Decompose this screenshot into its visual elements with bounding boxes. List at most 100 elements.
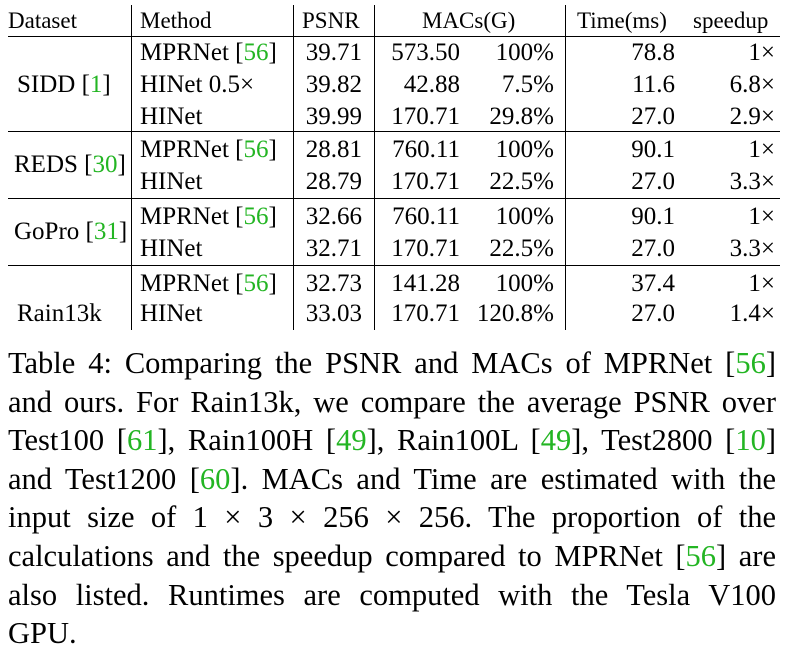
macs-cell: 141.28: [391, 270, 460, 297]
header-psnr: PSNR: [302, 8, 360, 33]
psnr-cell: 39.71: [305, 39, 362, 66]
psnr-cell: 32.73: [305, 270, 362, 297]
method-cell: HINet: [140, 168, 203, 195]
caption-text: GPU.: [8, 616, 77, 651]
macs-cell: 760.11: [392, 203, 460, 230]
citation-link[interactable]: 61: [126, 423, 158, 458]
speedup-cell: 1×: [748, 136, 775, 163]
method-cell: HINet: [140, 300, 203, 327]
dataset-cell: REDS [30]: [14, 151, 126, 178]
method-cell: HINet 0.5×: [140, 71, 255, 98]
citation-link[interactable]: 56: [243, 136, 269, 163]
header-dataset: Dataset: [8, 8, 77, 33]
macs-cell: 170.71: [391, 300, 460, 327]
time-cell: 27.0: [631, 168, 675, 195]
citation-link[interactable]: 56: [685, 538, 717, 573]
header-speedup: speedup: [693, 8, 769, 33]
rule-vertical-method: [293, 5, 294, 330]
caption-line: GPU.: [8, 614, 776, 653]
speedup-cell: 1.4×: [729, 300, 775, 327]
caption-line: calculations and the speedup compared to…: [8, 537, 776, 576]
psnr-cell: 32.66: [305, 203, 362, 230]
rule-group-3: [8, 265, 780, 266]
rule-vertical-dataset: [131, 5, 132, 330]
speedup-cell: 3.3×: [729, 168, 775, 195]
caption-text: ], Rain100L [: [366, 423, 541, 458]
citation-link[interactable]: 1: [89, 71, 103, 98]
time-cell: 90.1: [631, 136, 675, 163]
caption-text: also listed. Runtimes are computed with …: [8, 577, 776, 612]
macs-cell: 170.71: [391, 168, 460, 195]
macs-percent-cell: 22.5%: [489, 235, 554, 262]
caption-text: ], Test2800 [: [571, 423, 736, 458]
citation-link[interactable]: 10: [735, 423, 766, 458]
macs-cell: 170.71: [391, 103, 460, 130]
method-cell: MPRNet [56]: [140, 39, 277, 66]
citation-link[interactable]: 31: [93, 218, 119, 245]
time-cell: 90.1: [631, 203, 675, 230]
citation-link[interactable]: 49: [540, 423, 572, 458]
time-cell: 27.0: [631, 103, 675, 130]
psnr-cell: 32.71: [305, 235, 362, 262]
psnr-cell: 39.82: [305, 71, 362, 98]
macs-cell: 42.88: [403, 71, 460, 98]
caption-text: ]. MACs and Time are estimated with the: [230, 461, 776, 496]
psnr-cell: 39.99: [305, 103, 362, 130]
caption-text: ]: [765, 423, 776, 458]
speedup-cell: 3.3×: [729, 235, 775, 262]
table-caption: Table 4: Comparing the PSNR and MACs of …: [8, 344, 776, 653]
caption-text: input size of 1 × 3 × 256 × 256. The pro…: [8, 500, 776, 535]
citation-link[interactable]: 56: [243, 203, 269, 230]
time-cell: 11.6: [632, 71, 675, 98]
macs-percent-cell: 100%: [495, 203, 554, 230]
caption-line: Table 4: Comparing the PSNR and MACs of …: [8, 344, 776, 383]
psnr-cell: 28.79: [305, 168, 362, 195]
method-cell: MPRNet [56]: [140, 136, 277, 163]
time-cell: 78.8: [631, 39, 675, 66]
caption-text: calculations and the speedup compared to…: [8, 538, 686, 573]
header-method: Method: [140, 8, 212, 33]
macs-percent-cell: 7.5%: [501, 71, 554, 98]
method-cell: MPRNet [56]: [140, 270, 277, 297]
psnr-cell: 28.81: [305, 136, 362, 163]
caption-line: also listed. Runtimes are computed with …: [8, 576, 776, 615]
macs-cell: 573.50: [391, 39, 460, 66]
caption-text: Table 4: Comparing the PSNR and MACs of …: [8, 346, 736, 380]
caption-text: and Test1200 [: [8, 461, 200, 496]
speedup-cell: 1×: [748, 39, 775, 66]
rule-vertical-macs: [565, 5, 566, 330]
caption-line: input size of 1 × 3 × 256 × 256. The pro…: [8, 498, 776, 537]
macs-percent-cell: 100%: [495, 136, 554, 163]
results-table: Dataset Method PSNR MACs(G) Time(ms) spe…: [8, 5, 780, 330]
caption-line: and Test1200 [60]. MACs and Time are est…: [8, 460, 776, 499]
macs-percent-cell: 100%: [495, 270, 554, 297]
citation-link[interactable]: 30: [92, 151, 118, 178]
method-cell: HINet: [140, 235, 203, 262]
citation-link[interactable]: 60: [199, 461, 231, 496]
caption-text: ] are: [716, 538, 776, 573]
macs-percent-cell: 100%: [495, 39, 554, 66]
time-cell: 37.4: [631, 270, 675, 297]
citation-link[interactable]: 56: [735, 346, 766, 380]
rule-group-1: [8, 131, 780, 132]
time-cell: 27.0: [631, 235, 675, 262]
citation-link[interactable]: 56: [243, 270, 269, 297]
psnr-cell: 33.03: [305, 300, 362, 327]
speedup-cell: 6.8×: [729, 71, 775, 98]
citation-link[interactable]: 56: [243, 39, 269, 66]
rule-group-2: [8, 198, 780, 199]
dataset-cell: Rain13k: [17, 300, 102, 327]
caption-line: and ours. For Rain13k, we compare the av…: [8, 383, 776, 422]
macs-percent-cell: 29.8%: [489, 103, 554, 130]
caption-text: and ours. For Rain13k, we compare the av…: [8, 384, 776, 419]
rule-vertical-psnr: [374, 5, 375, 330]
dataset-cell: GoPro [31]: [14, 218, 128, 245]
rule-header: [8, 36, 780, 37]
header-macs: MACs(G): [422, 8, 516, 33]
caption-text: ], Rain100H [: [157, 423, 337, 458]
citation-link[interactable]: 49: [336, 423, 367, 458]
caption-text: Test100 [: [8, 423, 127, 458]
speedup-cell: 2.9×: [729, 103, 775, 130]
macs-percent-cell: 22.5%: [489, 168, 554, 195]
header-time: Time(ms): [577, 8, 667, 33]
